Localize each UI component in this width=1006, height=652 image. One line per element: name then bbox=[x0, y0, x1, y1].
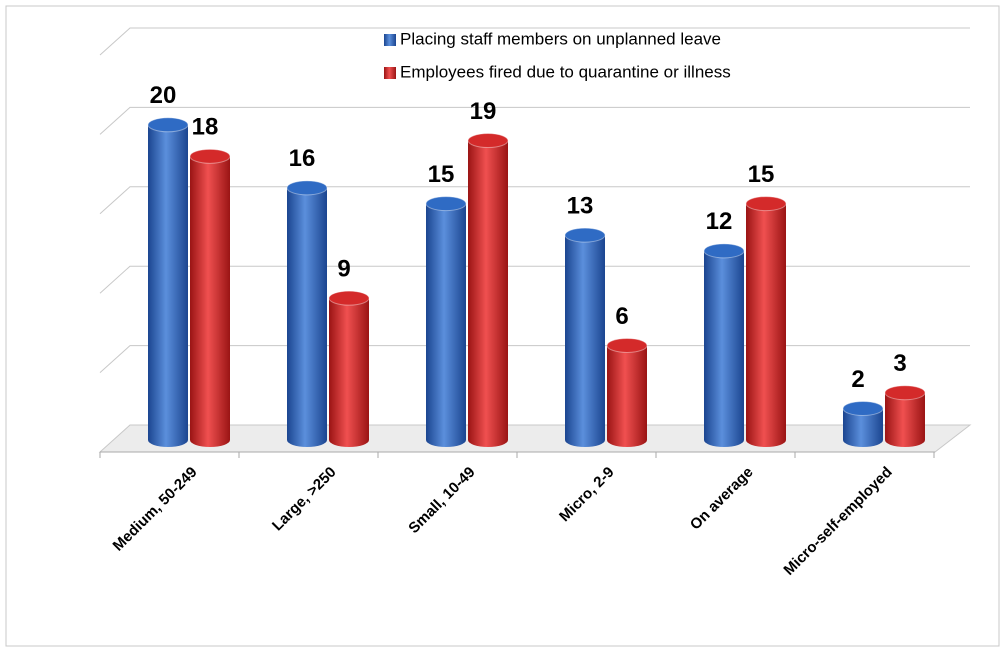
bar-body bbox=[426, 203, 466, 447]
data-label: 12 bbox=[706, 208, 733, 235]
data-label: 18 bbox=[192, 114, 219, 141]
bar bbox=[564, 227, 606, 447]
bar bbox=[745, 196, 787, 447]
floor bbox=[98, 424, 972, 453]
data-label: 15 bbox=[748, 161, 775, 188]
grid-line bbox=[99, 106, 970, 135]
data-label: 16 bbox=[289, 145, 316, 172]
bar-top bbox=[842, 400, 884, 416]
bar bbox=[328, 290, 370, 447]
legend-label: Employees fired due to quarantine or ill… bbox=[400, 62, 731, 81]
data-label: 13 bbox=[567, 192, 594, 219]
grid-line bbox=[99, 345, 970, 373]
data-label: 6 bbox=[615, 303, 628, 330]
bar-body bbox=[843, 408, 883, 447]
bar-body bbox=[148, 124, 188, 448]
bar bbox=[884, 385, 926, 447]
bar-top bbox=[147, 117, 189, 133]
bar-body bbox=[885, 392, 925, 447]
bar-body bbox=[704, 250, 744, 447]
bar-top bbox=[745, 196, 787, 212]
legend-label: Placing staff members on unplanned leave bbox=[400, 29, 721, 48]
data-label: 3 bbox=[893, 350, 906, 377]
bar-top bbox=[606, 337, 648, 353]
bar-body bbox=[607, 345, 647, 447]
bar-body bbox=[468, 140, 508, 447]
bar bbox=[842, 400, 884, 447]
bar bbox=[467, 133, 509, 447]
bar-top bbox=[467, 133, 509, 149]
legend-swatch bbox=[384, 34, 396, 46]
data-label: 15 bbox=[428, 161, 455, 188]
bar-top bbox=[425, 196, 467, 212]
bar-body bbox=[329, 298, 369, 447]
bar-top bbox=[328, 290, 370, 306]
bar-body bbox=[287, 187, 327, 447]
bar-top bbox=[703, 243, 745, 259]
bar-body bbox=[746, 203, 786, 447]
bar-body bbox=[565, 235, 605, 447]
grid-line bbox=[99, 27, 970, 56]
data-label: 19 bbox=[470, 98, 497, 125]
bar bbox=[606, 337, 648, 447]
bar bbox=[703, 243, 745, 447]
bar-top bbox=[189, 148, 231, 164]
bar-top bbox=[286, 180, 328, 196]
data-label: 9 bbox=[337, 256, 350, 283]
data-label: 20 bbox=[150, 82, 177, 109]
grid-line bbox=[99, 265, 970, 294]
bar-body bbox=[190, 156, 230, 447]
bar bbox=[147, 117, 189, 448]
bar bbox=[189, 148, 231, 447]
data-label: 2 bbox=[851, 366, 864, 393]
bar-top bbox=[884, 385, 926, 401]
legend-swatch bbox=[384, 67, 396, 79]
bar bbox=[425, 196, 467, 447]
bar-top bbox=[564, 227, 606, 243]
bar bbox=[286, 180, 328, 447]
grid-line bbox=[99, 186, 970, 215]
